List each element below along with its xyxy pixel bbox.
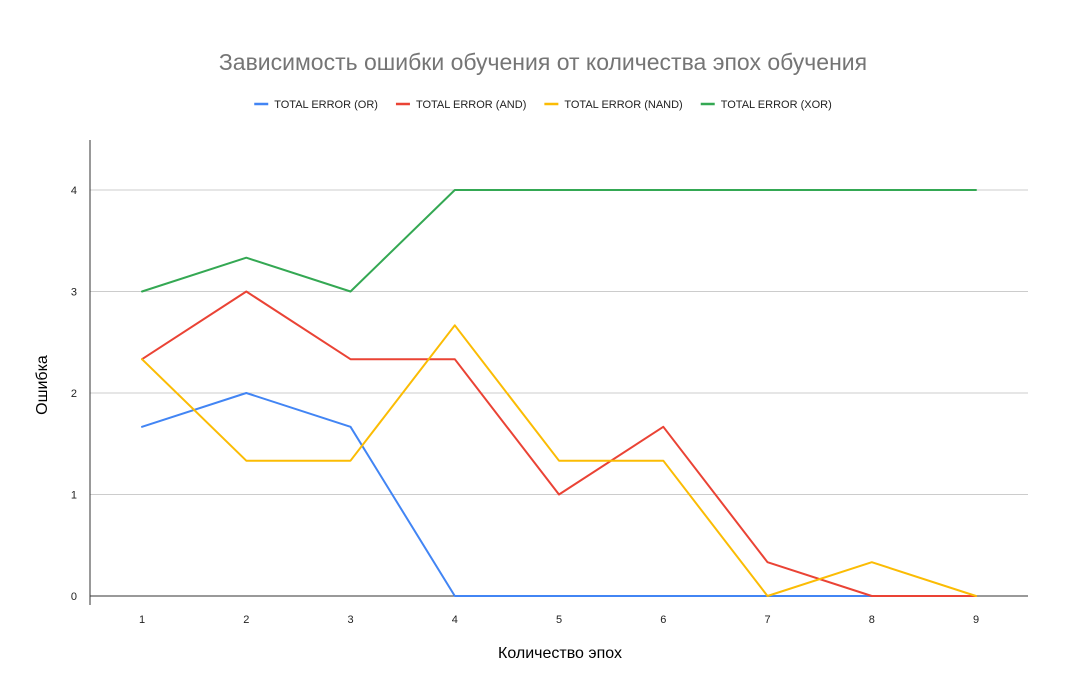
x-tick-label: 9 <box>973 614 979 626</box>
legend-label: TOTAL ERROR (OR) <box>274 99 378 111</box>
x-tick-label: 6 <box>660 614 666 626</box>
y-tick-label: 1 <box>71 490 77 502</box>
series-line-1 <box>141 392 977 597</box>
x-tick-label: 1 <box>139 614 145 626</box>
y-tick-label: 2 <box>71 388 77 400</box>
y-axis-ticks: 0 1 2 3 4 <box>71 185 77 603</box>
x-tick-label: 5 <box>556 614 562 626</box>
chart-legend: TOTAL ERROR (OR) TOTAL ERROR (AND) TOTAL E… <box>254 99 832 111</box>
legend-label: TOTAL ERROR (XOR) <box>721 99 832 111</box>
y-tick-label: 3 <box>71 287 77 299</box>
y-axis-label: Ошибка <box>34 355 51 415</box>
x-axis-ticks: 1 2 3 4 5 6 7 8 9 <box>139 614 979 626</box>
x-axis-label: Количество эпох <box>498 645 622 662</box>
y-tick-label: 0 <box>71 591 77 603</box>
legend-label: TOTAL ERROR (NAND) <box>564 99 682 111</box>
x-tick-label: 2 <box>243 614 249 626</box>
x-tick-label: 7 <box>764 614 770 626</box>
y-tick-label: 4 <box>71 185 77 197</box>
chart-title: Зависимость ошибки обучения от количеств… <box>219 49 867 75</box>
x-tick-label: 3 <box>347 614 353 626</box>
x-tick-label: 4 <box>452 614 458 626</box>
series-lines <box>141 189 977 597</box>
series-line-4 <box>141 189 977 293</box>
x-tick-label: 8 <box>869 614 875 626</box>
legend-label: TOTAL ERROR (AND) <box>416 99 526 111</box>
series-line-3 <box>141 324 977 597</box>
series-line-2 <box>141 290 977 597</box>
